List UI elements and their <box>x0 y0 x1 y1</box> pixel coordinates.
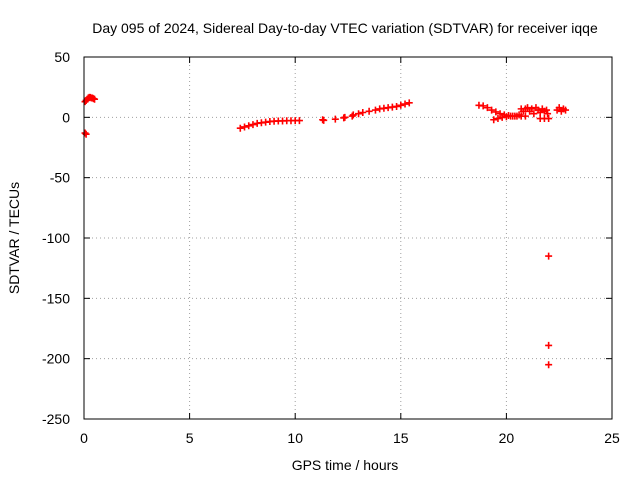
y-tick-label: -250 <box>42 411 70 427</box>
data-point <box>359 109 367 117</box>
data-point <box>331 115 339 123</box>
data-point <box>511 112 519 120</box>
y-tick-label: 50 <box>54 49 70 65</box>
data-point <box>81 129 89 137</box>
data-point <box>528 105 536 113</box>
data-point <box>494 115 502 123</box>
axis-ticks: 0 5 10 15 20 25 -250 -200 -150 -100 -50 0 50 <box>42 49 620 446</box>
data-point <box>524 104 532 112</box>
data-point <box>562 106 570 114</box>
data-point <box>236 124 244 132</box>
y-tick-label: -100 <box>42 230 70 246</box>
data-point <box>545 252 553 260</box>
data-point <box>536 109 544 117</box>
data-point <box>397 101 405 109</box>
x-tick-label: 5 <box>186 430 194 446</box>
data-point <box>545 341 553 349</box>
data-point <box>241 123 249 131</box>
data-point <box>488 106 496 114</box>
data-point <box>521 112 529 120</box>
data-point <box>490 116 498 124</box>
data-point <box>249 121 257 129</box>
x-tick-label: 25 <box>604 430 620 446</box>
x-tick-label: 15 <box>393 430 409 446</box>
data-point <box>365 107 373 115</box>
data-point <box>320 116 328 124</box>
data-point <box>543 106 551 114</box>
y-tick-label: -150 <box>42 290 70 306</box>
data-point <box>355 110 363 118</box>
plot-frame <box>83 56 613 420</box>
y-axis-label: SDTVAR / TECUs <box>6 182 22 294</box>
data-points <box>81 93 570 369</box>
chart-title: Day 095 of 2024, Sidereal Day-to-day VTE… <box>92 20 598 36</box>
data-point <box>545 361 553 369</box>
data-point <box>405 99 413 107</box>
y-tick-label: -200 <box>42 351 70 367</box>
data-point <box>401 100 409 108</box>
data-point <box>483 104 491 112</box>
y-tick-label: -50 <box>50 170 70 186</box>
data-point <box>348 112 356 120</box>
data-point <box>479 102 487 110</box>
data-point <box>91 95 99 103</box>
data-point <box>295 117 303 125</box>
data-point <box>530 110 538 118</box>
data-point <box>544 110 552 118</box>
data-point <box>492 108 500 116</box>
data-point <box>555 104 563 112</box>
data-point <box>245 122 253 130</box>
data-point <box>349 111 357 119</box>
x-axis-label: GPS time / hours <box>292 457 399 473</box>
data-point <box>393 102 401 110</box>
data-point <box>341 113 349 121</box>
x-tick-label: 0 <box>80 430 88 446</box>
data-point <box>496 110 504 118</box>
x-tick-label: 20 <box>499 430 515 446</box>
data-point <box>371 106 379 114</box>
data-point <box>515 111 523 119</box>
x-tick-label: 10 <box>287 430 303 446</box>
data-point <box>545 115 553 123</box>
y-tick-label: 0 <box>62 109 70 125</box>
